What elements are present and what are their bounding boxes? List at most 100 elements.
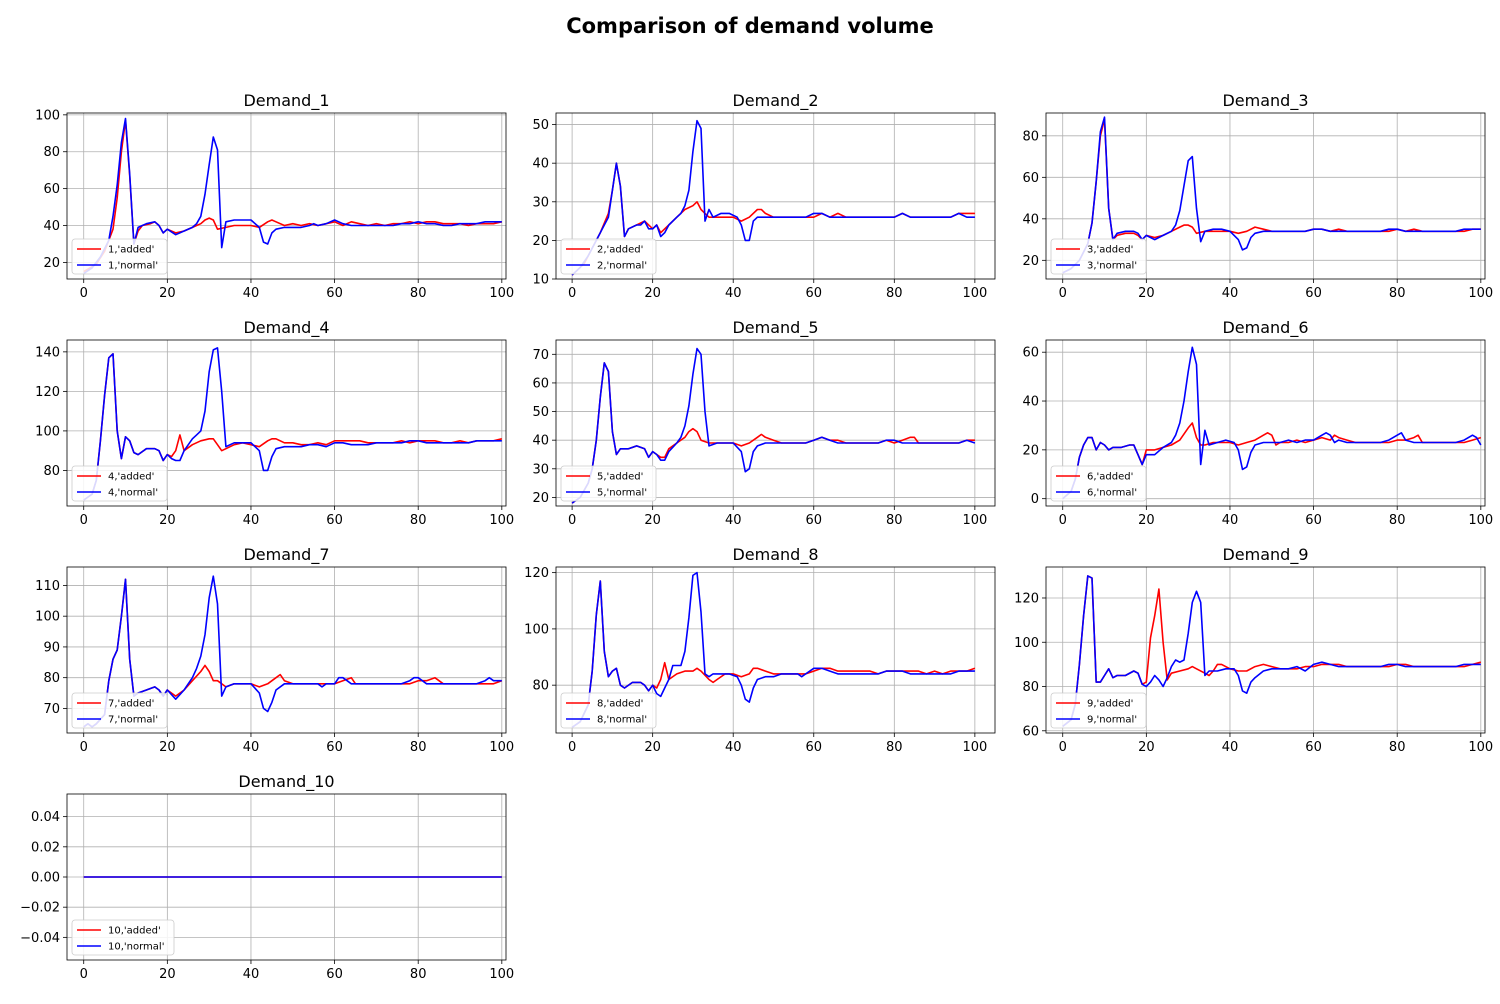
legend-label: 8,'added' xyxy=(597,699,643,710)
y-tick-label: 80 xyxy=(532,679,549,694)
x-tick-label: 80 xyxy=(410,513,427,528)
series-line xyxy=(1062,116,1481,274)
x-tick-label: 0 xyxy=(568,286,576,301)
legend: 10,'added' 10,'normal' xyxy=(71,919,175,956)
legend-label: 6,'normal' xyxy=(1087,488,1137,499)
y-tick-label: 140 xyxy=(35,345,60,360)
legend-label: 1,'added' xyxy=(108,245,154,256)
legend: 7,'added' 7,'normal' xyxy=(71,692,168,729)
x-tick-label: 40 xyxy=(1222,740,1239,755)
x-tick-label: 60 xyxy=(1305,740,1322,755)
y-tick-label: 90 xyxy=(43,640,60,655)
subplot-title: Demand_10 xyxy=(238,772,334,792)
x-tick-label: 20 xyxy=(1138,286,1155,301)
y-tick-label: 120 xyxy=(1014,591,1039,606)
x-tick-label: 80 xyxy=(886,740,903,755)
x-tick-label: 60 xyxy=(326,286,343,301)
y-tick-label: 100 xyxy=(524,622,549,637)
x-tick-label: 80 xyxy=(1389,513,1406,528)
y-tick-label: 40 xyxy=(43,219,60,234)
subplot-7: 0 20 40 60 80 100 70 80 90 100 110 Demand_7 7,'added… xyxy=(35,545,514,755)
x-tick-label: 40 xyxy=(243,286,260,301)
x-tick-label: 40 xyxy=(243,513,260,528)
y-tick-label: 100 xyxy=(1014,636,1039,651)
legend: 5,'added' 5,'normal' xyxy=(560,465,657,502)
y-tick-label: 100 xyxy=(35,610,60,625)
y-tick-label: 60 xyxy=(43,182,60,197)
x-tick-label: 60 xyxy=(1305,286,1322,301)
subplot-8: 0 20 40 60 80 10080100120Demand_88,'added'8,'… xyxy=(524,545,996,755)
y-tick-label: 20 xyxy=(1022,254,1039,269)
series-line xyxy=(1062,346,1482,500)
subplot-2: 0 20 40 60 80 1001020304050Demand_22,'added'2… xyxy=(532,91,996,301)
y-tick-label: −0.02 xyxy=(20,901,60,916)
y-tick-label: 120 xyxy=(524,566,549,581)
x-tick-label: 0 xyxy=(568,740,576,755)
axes-frame xyxy=(555,339,996,507)
x-tick-label: 100 xyxy=(1468,513,1493,528)
y-tick-label: 0 xyxy=(1031,492,1039,507)
legend-label: 2,'normal' xyxy=(597,261,647,272)
legend: 8,'added' 8,'normal' xyxy=(560,692,657,729)
y-tick-label: 40 xyxy=(1022,395,1039,410)
x-tick-label: 100 xyxy=(489,967,514,982)
y-tick-label: 80 xyxy=(1022,680,1039,695)
y-tick-label: 70 xyxy=(532,348,549,363)
legend-label: 5,'added' xyxy=(597,472,643,483)
legend: 4,'added' 4,'normal' xyxy=(71,465,168,502)
x-tick-label: 80 xyxy=(1389,286,1406,301)
x-tick-label: 0 xyxy=(80,513,88,528)
y-tick-label: 0.02 xyxy=(31,840,60,855)
x-tick-label: 100 xyxy=(1468,286,1493,301)
x-tick-label: 20 xyxy=(644,740,661,755)
y-tick-label: 20 xyxy=(532,491,549,506)
y-tick-label: 80 xyxy=(43,145,60,160)
y-tick-label: 50 xyxy=(532,405,549,420)
x-tick-label: 80 xyxy=(410,967,427,982)
x-tick-label: 20 xyxy=(644,513,661,528)
subplot-6: 0 20 40 60 80 100 0 20 40 60 Demand_6 6,'added' 6,'n… xyxy=(1022,318,1493,528)
subplot-title: Demand_9 xyxy=(1222,545,1308,565)
x-tick-label: 0 xyxy=(568,513,576,528)
y-tick-label: 60 xyxy=(1022,171,1039,186)
x-tick-label: 80 xyxy=(886,286,903,301)
subplot-title: Demand_8 xyxy=(732,545,818,565)
series-line xyxy=(83,347,502,501)
x-tick-label: 100 xyxy=(962,740,987,755)
axes-frame xyxy=(66,566,507,734)
x-tick-label: 0 xyxy=(1059,740,1067,755)
x-tick-label: 20 xyxy=(1138,740,1155,755)
axes-frame xyxy=(555,112,996,280)
series-line xyxy=(83,117,502,275)
legend-label: 4,'added' xyxy=(108,472,154,483)
subplot-title: Demand_2 xyxy=(732,91,818,111)
x-tick-label: 40 xyxy=(725,513,742,528)
legend-label: 10,'added' xyxy=(108,926,161,937)
x-tick-label: 60 xyxy=(326,967,343,982)
y-tick-label: 10 xyxy=(532,273,549,288)
legend: 1,'added' 1,'normal' xyxy=(71,238,168,275)
x-tick-label: 80 xyxy=(1389,740,1406,755)
axes-frame xyxy=(1045,566,1486,734)
x-tick-label: 100 xyxy=(962,513,987,528)
x-tick-label: 20 xyxy=(1138,513,1155,528)
legend: 9,'added' 9,'normal' xyxy=(1050,692,1147,729)
x-tick-label: 20 xyxy=(159,740,176,755)
legend-label: 7,'added' xyxy=(108,699,154,710)
x-tick-label: 100 xyxy=(489,740,514,755)
y-tick-label: 30 xyxy=(532,195,549,210)
axes-frame xyxy=(1045,339,1486,507)
y-tick-label: 20 xyxy=(532,234,549,249)
legend-label: 4,'normal' xyxy=(108,488,158,499)
x-tick-label: 40 xyxy=(1222,286,1239,301)
y-tick-label: 0.04 xyxy=(31,810,60,825)
series-line xyxy=(571,571,975,729)
x-tick-label: 60 xyxy=(805,286,822,301)
subplot-title: Demand_6 xyxy=(1222,318,1308,338)
x-tick-label: 60 xyxy=(805,740,822,755)
y-tick-label: 0.00 xyxy=(31,871,60,886)
y-tick-label: 80 xyxy=(1022,129,1039,144)
x-tick-label: 20 xyxy=(159,513,176,528)
x-tick-label: 20 xyxy=(644,286,661,301)
x-tick-label: 100 xyxy=(1468,740,1493,755)
